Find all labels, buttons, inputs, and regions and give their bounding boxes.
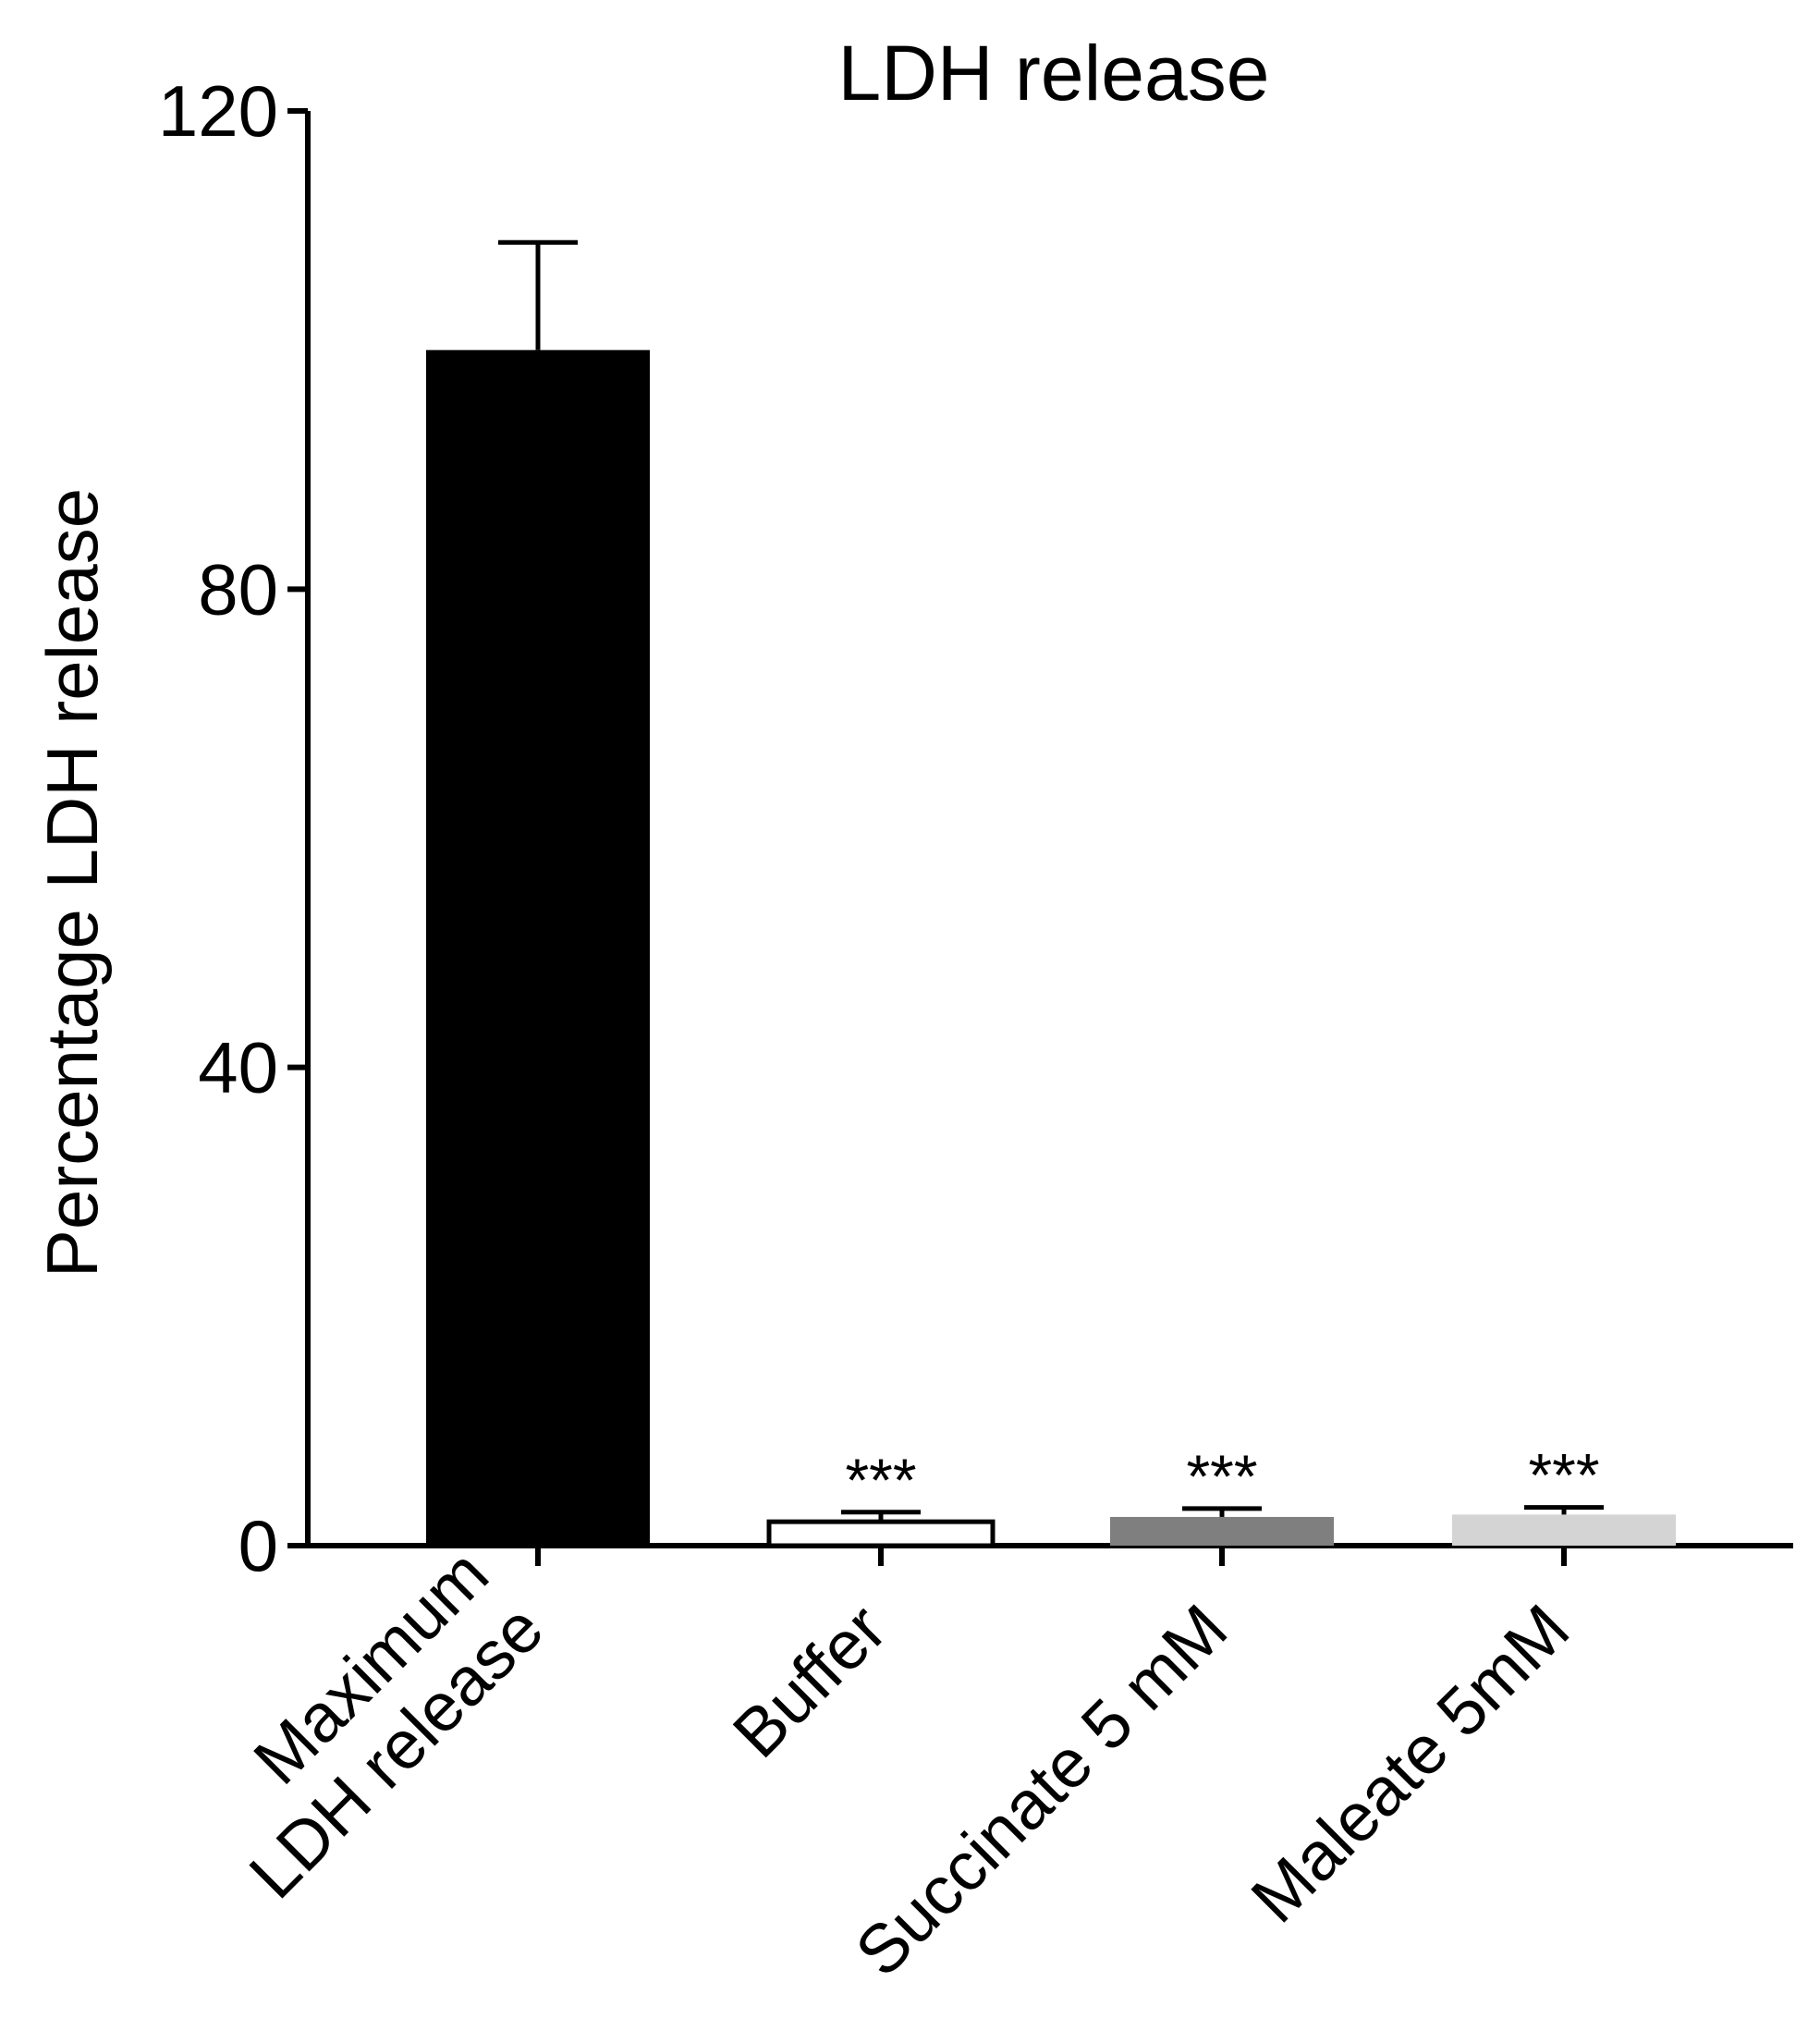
bar bbox=[426, 349, 650, 1547]
bar bbox=[1452, 1514, 1676, 1546]
y-tick-label: 80 bbox=[198, 548, 278, 630]
significance-marker: *** bbox=[1528, 1441, 1599, 1510]
y-tick-label: 120 bbox=[158, 70, 278, 152]
chart-title: LDH release bbox=[838, 30, 1270, 116]
x-category-label: Buffer bbox=[718, 1590, 900, 1772]
y-axis: 0 40 80 120 bbox=[158, 70, 311, 1586]
significance-marker: *** bbox=[1186, 1442, 1257, 1511]
bar bbox=[1110, 1516, 1334, 1546]
significance-marker: *** bbox=[845, 1446, 916, 1514]
x-category-label: Maleate 5mM bbox=[1237, 1590, 1584, 1938]
y-axis-label: Percentage LDH release bbox=[31, 488, 113, 1278]
y-tick-label: 0 bbox=[238, 1505, 278, 1586]
bar bbox=[766, 1519, 996, 1548]
y-tick-label: 40 bbox=[198, 1027, 278, 1108]
x-axis bbox=[308, 1543, 1793, 1566]
bars: *** *** *** bbox=[426, 239, 1676, 1548]
x-category-label: Succinate 5 mM bbox=[840, 1590, 1241, 1991]
